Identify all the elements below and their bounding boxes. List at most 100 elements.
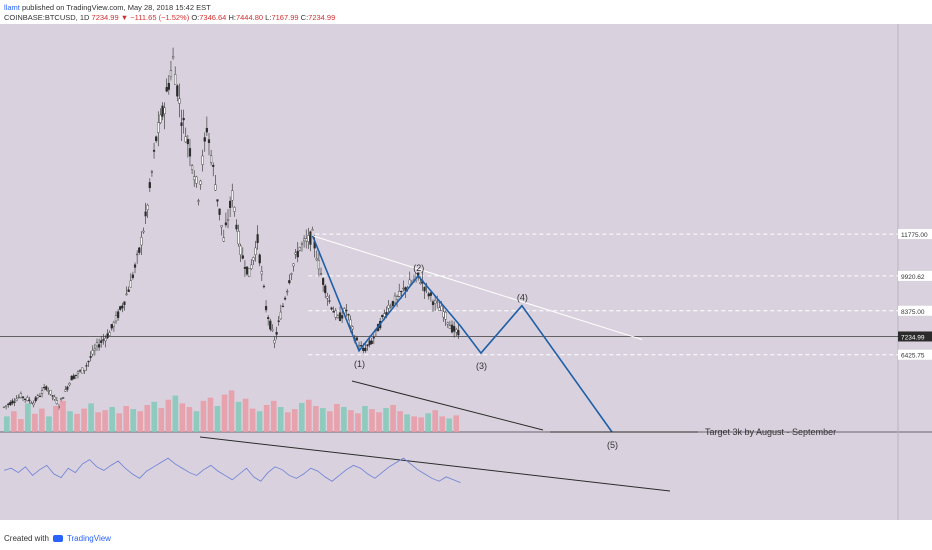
candle-body bbox=[296, 250, 299, 258]
volume-bar bbox=[137, 411, 144, 432]
candle-body bbox=[248, 268, 251, 277]
candle-body bbox=[317, 260, 320, 270]
candle-body bbox=[243, 266, 247, 269]
volume-bar bbox=[376, 412, 382, 432]
candle-body bbox=[235, 224, 238, 230]
low-value: 7167.99 bbox=[271, 13, 299, 22]
candle-body bbox=[222, 237, 225, 242]
price-change: −111.65 (−1.52%) bbox=[130, 13, 190, 22]
candle-body bbox=[391, 300, 394, 307]
candle-body bbox=[146, 204, 149, 210]
candle-body bbox=[311, 229, 314, 231]
price-level-label: 6425.75 bbox=[901, 353, 925, 360]
volume-bar bbox=[404, 414, 410, 432]
volume-bar bbox=[53, 406, 59, 432]
candle-body bbox=[245, 266, 249, 275]
candle-body bbox=[231, 190, 234, 201]
volume-bar bbox=[362, 406, 368, 432]
candle-body bbox=[334, 310, 337, 318]
candle-body bbox=[360, 345, 363, 347]
candle-body bbox=[55, 400, 58, 404]
candle-body bbox=[11, 400, 14, 404]
candle-body bbox=[9, 401, 12, 406]
candle-body bbox=[180, 122, 183, 126]
candle-body bbox=[429, 292, 432, 296]
target-annotation: Target 3k by August - September bbox=[705, 427, 836, 437]
candle-body bbox=[104, 338, 107, 342]
volume-bar bbox=[116, 413, 122, 432]
candle-body bbox=[252, 257, 255, 261]
volume-bar bbox=[60, 400, 66, 432]
candle-body bbox=[190, 165, 194, 170]
volume-bar bbox=[439, 416, 446, 432]
publisher-line: llamt published on TradingView.com, May … bbox=[4, 3, 211, 12]
candle-body bbox=[408, 279, 411, 285]
volume-bar bbox=[144, 404, 151, 432]
candle-body bbox=[78, 370, 82, 372]
candle-body bbox=[237, 230, 240, 245]
candle-body bbox=[294, 252, 297, 255]
volume-bar bbox=[383, 408, 389, 432]
candle-body bbox=[159, 114, 162, 124]
candle-body bbox=[148, 182, 151, 189]
publisher-username[interactable]: llamt bbox=[4, 3, 20, 12]
volume-bar bbox=[235, 401, 242, 432]
open-value: 7346.64 bbox=[199, 13, 227, 22]
volume-bar bbox=[214, 406, 221, 432]
wave-label: (4) bbox=[517, 293, 528, 303]
candle-body bbox=[193, 176, 196, 181]
candle-body bbox=[298, 247, 301, 251]
wave-label: (3) bbox=[476, 361, 487, 371]
candle-body bbox=[51, 395, 54, 397]
candle-body bbox=[315, 258, 318, 261]
candle-body bbox=[224, 222, 227, 226]
wave-label: (2) bbox=[413, 263, 424, 273]
candle-body bbox=[322, 278, 325, 285]
candle-body bbox=[201, 155, 204, 165]
candle-body bbox=[110, 324, 113, 329]
candle-body bbox=[345, 309, 348, 312]
footer: Created with TradingView bbox=[4, 534, 111, 543]
candle-body bbox=[431, 301, 435, 306]
candle-body bbox=[30, 402, 33, 404]
price-level-label: 7234.99 bbox=[901, 334, 925, 341]
volume-bar bbox=[249, 408, 256, 432]
candle-body bbox=[131, 274, 135, 278]
candle-body bbox=[341, 315, 344, 319]
candle-body bbox=[106, 333, 109, 339]
high-label: H: bbox=[228, 13, 236, 22]
candle-body bbox=[53, 396, 56, 400]
candle-body bbox=[229, 200, 232, 208]
volume-bar bbox=[172, 395, 179, 432]
candle-body bbox=[239, 245, 242, 255]
rsi-line bbox=[3, 457, 461, 484]
volume-bar bbox=[207, 397, 214, 432]
volume-bar bbox=[298, 402, 305, 432]
price-level-tag bbox=[898, 305, 932, 316]
wave-label: (5) bbox=[607, 440, 618, 450]
candle-body bbox=[351, 326, 354, 330]
candle-body bbox=[112, 322, 115, 327]
candle-body bbox=[40, 390, 44, 394]
candle-body bbox=[7, 403, 10, 405]
candle-body bbox=[36, 395, 39, 398]
candle-body bbox=[448, 325, 452, 329]
candle-body bbox=[62, 397, 65, 399]
volume-bar bbox=[81, 408, 87, 432]
candle-body bbox=[76, 371, 80, 374]
volume-bar bbox=[18, 419, 24, 432]
candle-body bbox=[455, 329, 458, 333]
candle-body bbox=[150, 171, 154, 173]
volume-bar bbox=[11, 411, 17, 432]
candle-body bbox=[250, 264, 253, 270]
candle-body bbox=[332, 310, 335, 313]
candle-body bbox=[108, 332, 111, 336]
candle-body bbox=[152, 149, 156, 152]
candle-body bbox=[309, 231, 312, 245]
candle-body bbox=[195, 176, 198, 184]
candle-body bbox=[121, 305, 124, 309]
candle-body bbox=[385, 312, 388, 315]
candle-body bbox=[292, 263, 295, 267]
tradingview-link[interactable]: TradingView bbox=[66, 534, 111, 543]
